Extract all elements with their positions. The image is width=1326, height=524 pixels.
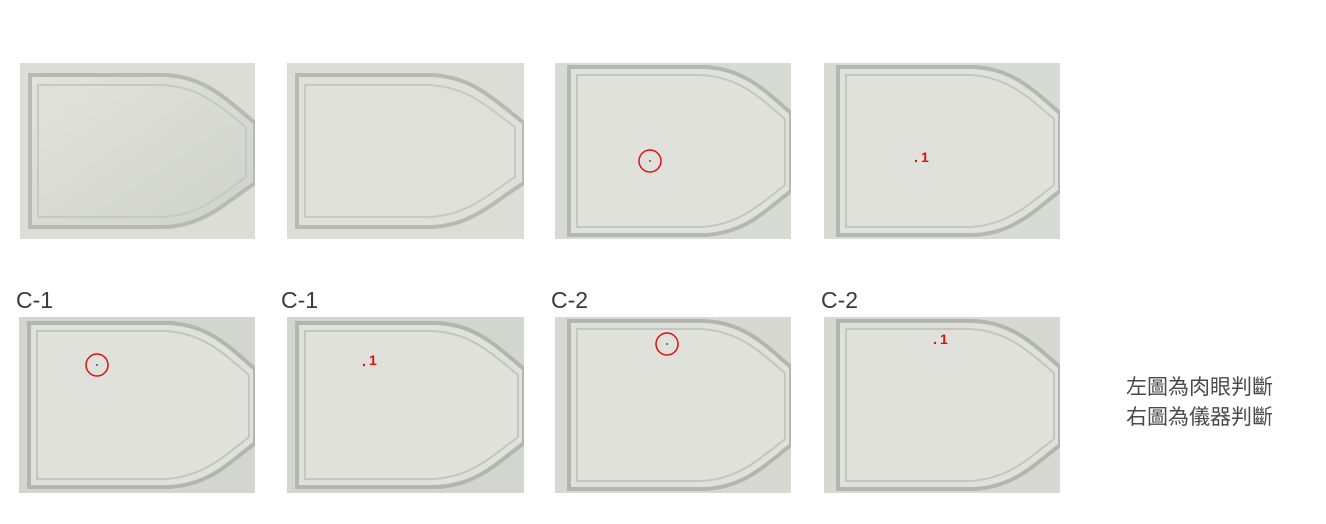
sample-photo: 1 (287, 317, 524, 493)
cell-a1-right: A-1 (270, 9, 540, 277)
cell-c2-right: C-2 1 (810, 279, 1072, 524)
judgement-note: 左圖為肉眼判斷 右圖為儀器判斷 (1073, 113, 1326, 173)
cell-b2-left: B-2 (540, 9, 810, 277)
defect-circle-marker (85, 353, 109, 377)
note-cell: 左圖為肉眼判斷 右圖為儀器判斷 (1072, 9, 1326, 277)
cell-c2-left: C-2 (540, 279, 810, 524)
sample-label: B-2 (551, 15, 589, 41)
sample-label: C-2 (821, 287, 859, 313)
sample-photo: 1 (824, 63, 1060, 239)
sample-photo: 1 (824, 317, 1060, 493)
cell-a1-left: A-1 (6, 9, 270, 277)
defect-number-marker: 1 (940, 331, 948, 347)
note-line-1: 左圖為肉眼判斷 (1126, 374, 1273, 399)
sample-label: A-1 (281, 15, 319, 41)
sample-label: C-1 (16, 287, 54, 313)
sample-photo (19, 317, 255, 493)
cell-b2-right: B-2 1 (810, 9, 1072, 277)
judgement-note: 左圖為肉眼判斷 右圖為儀器判斷 (1073, 372, 1326, 432)
note-line-2: 右圖為儀器判斷 (1126, 404, 1273, 429)
sample-label: C-2 (551, 287, 589, 313)
sample-label: C-1 (281, 287, 319, 313)
defect-number-marker: 1 (369, 352, 377, 368)
note-line-2: 右圖為儀器判斷 (1126, 146, 1273, 170)
note-cell: 左圖為肉眼判斷 右圖為儀器判斷 (1072, 279, 1326, 524)
sample-photo (555, 63, 791, 239)
defect-circle-marker (638, 149, 662, 173)
comparison-grid: A-1 A-1 B-2 (6, 9, 1326, 524)
defect-circle-marker (655, 332, 679, 356)
note-line-1: 左圖為肉眼判斷 (1126, 116, 1273, 140)
sample-photo (555, 317, 791, 493)
sample-label: A-1 (16, 15, 54, 41)
cell-c1-left: C-1 (6, 279, 270, 524)
cell-c1-right: C-1 1 (270, 279, 540, 524)
sample-photo (20, 63, 255, 239)
sample-label: B-2 (821, 15, 859, 41)
defect-number-marker: 1 (921, 149, 929, 165)
sample-photo (287, 63, 524, 239)
